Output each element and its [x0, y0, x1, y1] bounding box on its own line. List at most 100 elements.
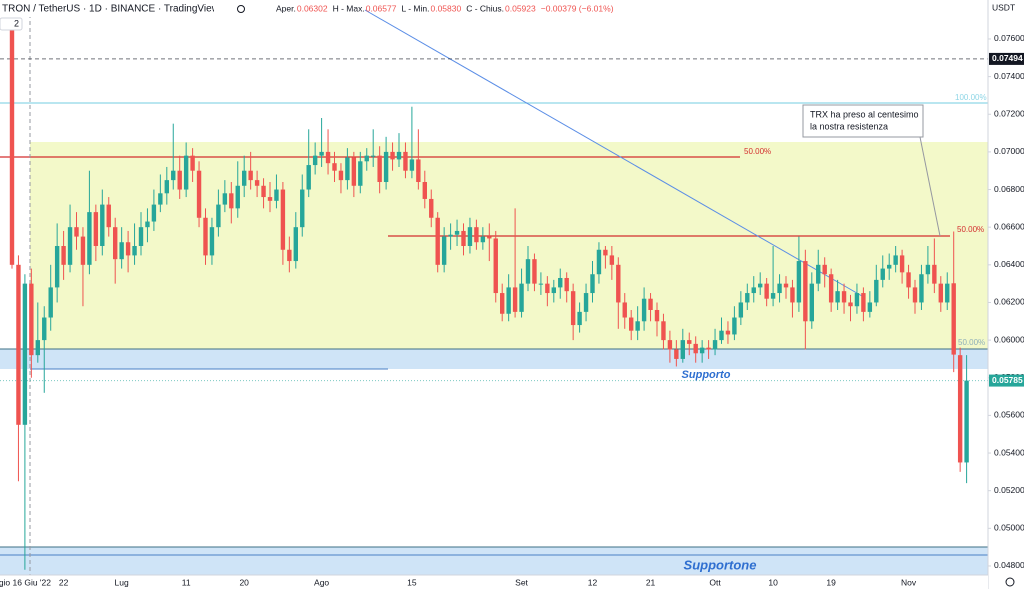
badge-count: 2 — [14, 18, 19, 28]
note-text: TRX ha preso al centesimo — [810, 109, 919, 119]
candle-body — [93, 212, 99, 246]
price-tag-label: 0.07494 — [992, 53, 1023, 63]
legend-label: L - Min. — [401, 3, 429, 13]
candle-body — [687, 340, 692, 344]
candle-body — [280, 189, 286, 250]
candle-body — [48, 287, 53, 318]
candle-body — [861, 293, 866, 312]
time-axis — [0, 575, 988, 589]
y-tick-label: 0.06200 — [994, 297, 1024, 307]
x-tick-label: 15 — [407, 577, 417, 587]
candle-body — [171, 170, 176, 181]
candle-body — [396, 151, 402, 160]
support-label: Supportone — [684, 557, 757, 572]
candle-body — [183, 155, 189, 190]
legend-value: 0.05923 — [505, 3, 536, 13]
support-band — [0, 349, 988, 369]
candle-body — [732, 317, 737, 335]
support-label: Supporto — [682, 369, 731, 381]
candle-body — [403, 151, 408, 171]
eye-icon[interactable] — [237, 5, 245, 13]
candle-body — [648, 298, 653, 310]
candle-body — [312, 155, 318, 166]
candle-body — [480, 236, 486, 243]
candle-body — [925, 264, 931, 275]
candle-body — [874, 279, 879, 303]
candle-body — [113, 227, 118, 260]
candle-body — [164, 180, 169, 194]
candle-body — [938, 283, 943, 303]
candle-body — [912, 287, 918, 303]
y-tick-label: 0.07400 — [994, 71, 1024, 81]
candle-body — [319, 151, 324, 156]
candle-body — [609, 255, 615, 265]
note-box — [802, 104, 924, 138]
candle-body — [332, 163, 337, 171]
candle-body — [261, 185, 266, 198]
candle-body — [880, 268, 885, 280]
badge[interactable] — [0, 17, 23, 31]
candle-body — [35, 340, 40, 356]
x-tick-label: Ago — [314, 577, 329, 587]
x-tick-label: Set — [515, 577, 528, 587]
y-tick-label: 0.06800 — [994, 184, 1024, 194]
candle-body — [725, 330, 731, 335]
candle-body — [87, 212, 92, 265]
y-tick-label: 0.05400 — [994, 447, 1024, 457]
candle-body — [158, 193, 163, 205]
candle-body — [222, 193, 228, 205]
candle-body — [254, 180, 260, 186]
candle-body — [500, 293, 505, 314]
candle-body — [538, 283, 544, 285]
candle-body — [809, 283, 814, 322]
price-tag — [989, 374, 1024, 387]
candle-body — [951, 283, 956, 355]
price-tag-label: 0.05785 — [992, 375, 1023, 385]
candle-body — [364, 155, 369, 162]
settings-icon[interactable] — [1005, 577, 1015, 587]
candle-body — [293, 227, 298, 262]
fib-label: 100.00% — [955, 93, 987, 102]
icons[interactable] — [214, 3, 254, 15]
candle-body — [467, 227, 473, 246]
candle-body — [351, 157, 357, 186]
symbol: TRON / TetherUS · 1D · BINANCE · Trading… — [2, 4, 220, 15]
price-axis — [988, 0, 1024, 589]
candle-body — [893, 255, 898, 265]
candle-body — [558, 277, 563, 288]
x-tick-label: 20 — [239, 577, 249, 587]
fib-label: 50.00% — [958, 338, 985, 347]
candle-body — [242, 170, 247, 186]
candle-body — [777, 283, 782, 294]
candle-body — [429, 198, 434, 218]
candle-body — [629, 317, 634, 331]
candle-body — [854, 293, 860, 307]
legend-value: 0.06302 — [297, 3, 328, 13]
candle-body — [177, 170, 182, 190]
candle-body — [545, 283, 550, 294]
candle-body — [106, 204, 111, 228]
candle-body — [390, 151, 395, 160]
candle-body — [635, 321, 640, 331]
x-tick-label: 12 — [588, 577, 598, 587]
candle-body — [751, 287, 756, 294]
candle-body — [693, 343, 698, 354]
candle-body — [61, 245, 66, 265]
y-tick-label: 0.05600 — [994, 410, 1024, 420]
candle-body — [235, 185, 240, 209]
candle-body — [835, 291, 840, 303]
candle-body — [745, 293, 750, 303]
candle-body — [377, 155, 382, 183]
candle-body — [371, 155, 376, 157]
candle-body — [945, 283, 950, 303]
candle-body — [203, 217, 208, 256]
candle-body — [325, 151, 331, 164]
candle-body — [719, 330, 724, 341]
x-tick-label: 21 — [646, 577, 656, 587]
candle-body — [570, 291, 576, 326]
candle-body — [196, 170, 202, 218]
candle-body — [654, 309, 660, 322]
candle-body — [738, 302, 744, 318]
x-tick-label: 19 — [826, 577, 836, 587]
x-tick-label: 11 — [182, 577, 191, 587]
